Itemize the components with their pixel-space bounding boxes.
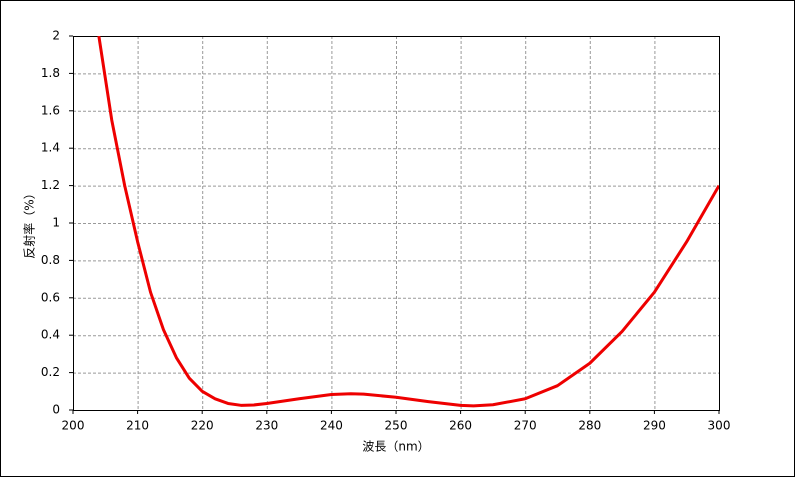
x-tick-label: 200: [62, 419, 85, 433]
x-tick-label: 210: [126, 419, 149, 433]
x-tick-label: 290: [643, 419, 666, 433]
data-line: [97, 36, 719, 408]
y-tick-label: 0.8: [41, 253, 60, 267]
y-tick-label: 1.2: [41, 178, 60, 192]
x-tick-label: 220: [191, 419, 214, 433]
y-tick-label: 0.6: [41, 290, 60, 304]
x-tick-label: 270: [514, 419, 537, 433]
y-tick-label: 1.6: [41, 103, 60, 117]
y-tick-label: 0: [52, 403, 60, 417]
y-tick-label: 1.4: [41, 141, 60, 155]
x-tick-label: 250: [385, 419, 408, 433]
x-tick-label: 240: [320, 419, 343, 433]
x-tick-label: 300: [708, 419, 731, 433]
y-tick-label: 1.8: [41, 66, 60, 80]
x-tick-label: 230: [255, 419, 278, 433]
x-axis-label: 波長（nm）: [362, 440, 429, 454]
y-tick-label: 0.4: [41, 328, 60, 342]
y-tick-label: 0.2: [41, 365, 60, 379]
y-axis-label: 反射率（%）: [22, 187, 37, 258]
x-tick-label: 260: [449, 419, 472, 433]
y-tick-label: 1: [52, 216, 60, 230]
x-tick-label: 280: [578, 419, 601, 433]
y-tick-label: 2: [52, 29, 60, 43]
